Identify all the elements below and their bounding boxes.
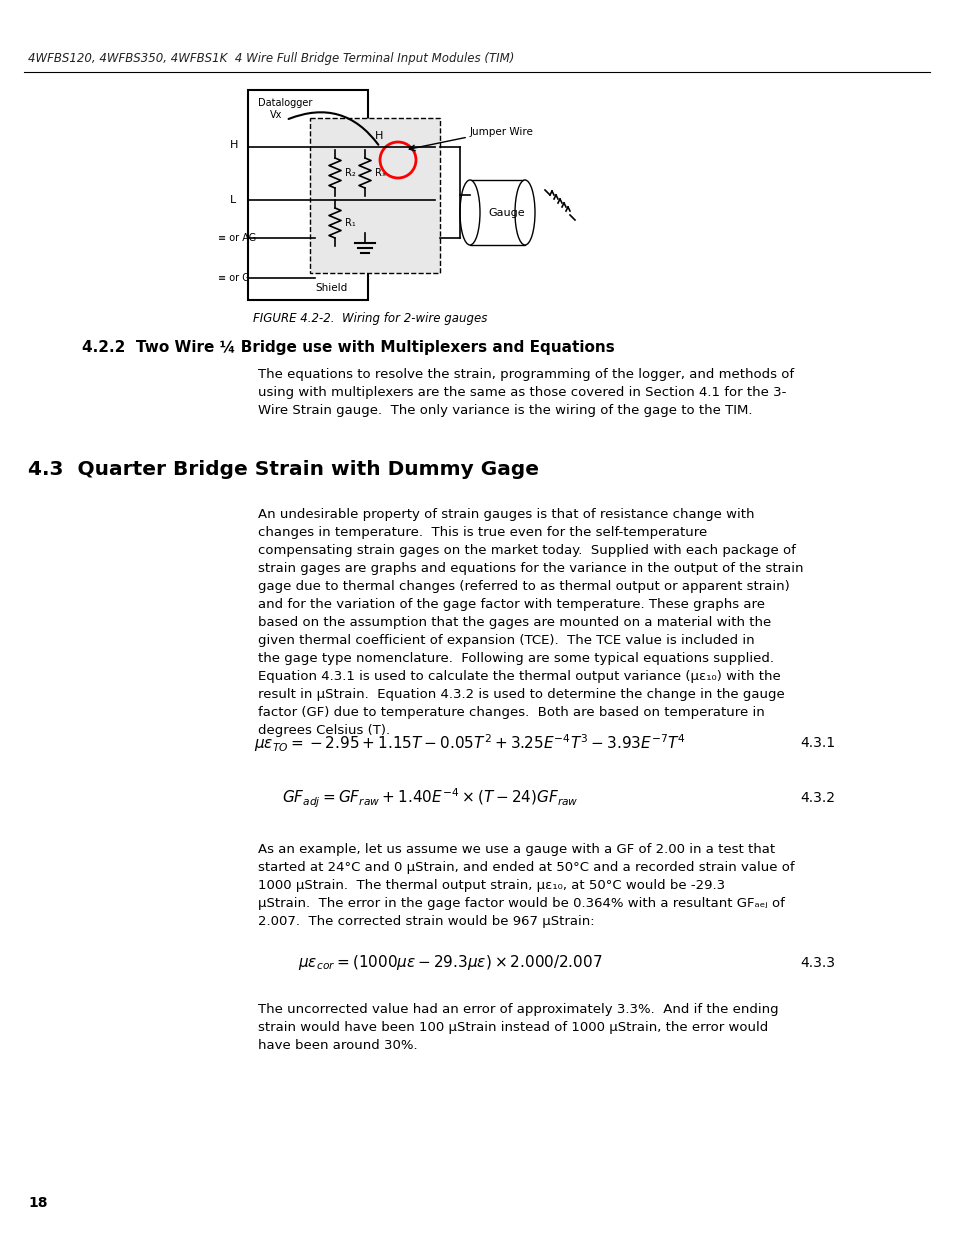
- Text: 18: 18: [28, 1195, 48, 1210]
- Text: Datalogger: Datalogger: [257, 98, 312, 107]
- Text: Shield: Shield: [314, 283, 347, 293]
- Text: 4.3.3: 4.3.3: [800, 956, 834, 969]
- Text: The uncorrected value had an error of approximately 3.3%.  And if the ending
str: The uncorrected value had an error of ap…: [257, 1003, 778, 1052]
- Bar: [248, 90, 368, 300]
- Text: 4.2.2  Two Wire ¼ Bridge use with Multiplexers and Equations: 4.2.2 Two Wire ¼ Bridge use with Multipl…: [82, 340, 614, 354]
- Text: Rₓ: Rₓ: [375, 168, 386, 178]
- Text: FIGURE 4.2-2.  Wiring for 2-wire gauges: FIGURE 4.2-2. Wiring for 2-wire gauges: [253, 312, 487, 325]
- Text: 4.3  Quarter Bridge Strain with Dummy Gage: 4.3 Quarter Bridge Strain with Dummy Gag…: [28, 459, 538, 479]
- Bar: [310, 119, 439, 273]
- Text: L: L: [230, 195, 236, 205]
- Text: $\mu\varepsilon_{cor} = (1000\mu\varepsilon - 29.3\mu\varepsilon) \times 2.000 /: $\mu\varepsilon_{cor} = (1000\mu\varepsi…: [297, 953, 601, 972]
- Text: Gauge: Gauge: [488, 207, 524, 217]
- Text: 4.3.1: 4.3.1: [800, 736, 834, 750]
- Text: R₂: R₂: [345, 168, 355, 178]
- Ellipse shape: [515, 180, 535, 245]
- Text: 4.3.2: 4.3.2: [800, 790, 834, 805]
- Text: An undesirable property of strain gauges is that of resistance change with
chang: An undesirable property of strain gauges…: [257, 508, 802, 737]
- Text: ≡ or AG: ≡ or AG: [218, 233, 256, 243]
- Text: 4WFBS120, 4WFBS350, 4WFBS1K  4 Wire Full Bridge Terminal Input Modules (TIM): 4WFBS120, 4WFBS350, 4WFBS1K 4 Wire Full …: [28, 52, 514, 65]
- Text: $GF_{adj} = GF_{raw} + 1.40E^{-4} \times (T - 24)GF_{raw}$: $GF_{adj} = GF_{raw} + 1.40E^{-4} \times…: [281, 787, 578, 810]
- Text: $\mu\varepsilon_{TO} = -2.95 + 1.15T - 0.05T^2 + 3.25E^{-4}T^3 - 3.93E^{-7}T^4$: $\mu\varepsilon_{TO} = -2.95 + 1.15T - 0…: [253, 732, 685, 753]
- Text: ≡ or G: ≡ or G: [218, 273, 250, 283]
- Text: As an example, let us assume we use a gauge with a GF of 2.00 in a test that
sta: As an example, let us assume we use a ga…: [257, 844, 794, 927]
- Ellipse shape: [459, 180, 479, 245]
- Text: Vx: Vx: [270, 110, 282, 120]
- Text: Jumper Wire: Jumper Wire: [470, 127, 534, 137]
- Text: H: H: [230, 140, 238, 149]
- Text: R₁: R₁: [345, 219, 355, 228]
- Polygon shape: [470, 180, 524, 245]
- Text: The equations to resolve the strain, programming of the logger, and methods of
u: The equations to resolve the strain, pro…: [257, 368, 793, 417]
- Text: H: H: [375, 131, 383, 141]
